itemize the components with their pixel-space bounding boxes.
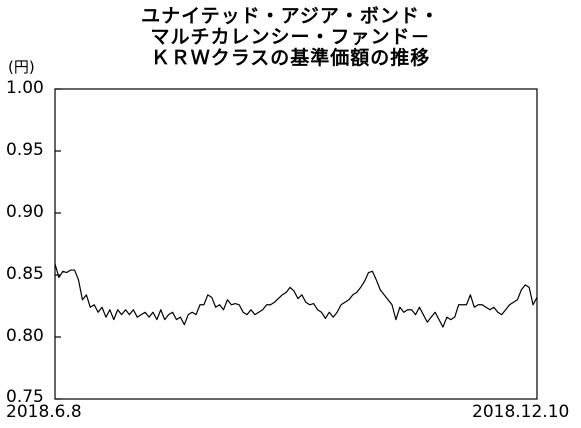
- series-line: [54, 263, 538, 328]
- y-tick-label-0.85: 0.85: [6, 264, 44, 284]
- y-tick-label-0.95: 0.95: [6, 140, 44, 160]
- chart-title-line-1: ユナイテッド・アジア・ボンド・: [141, 5, 440, 27]
- x-tick-label-start: 2018.6.8: [6, 402, 82, 422]
- chart-title-line-3: ＫＲＷクラスの基準価額の推移: [150, 47, 431, 69]
- chart-title: ユナイテッド・アジア・ボンド・ マルチカレンシー・ファンド－ ＫＲＷクラスの基準…: [0, 6, 581, 69]
- y-tick-label-1.00: 1.00: [6, 78, 44, 98]
- y-axis-unit-label: (円): [8, 58, 35, 76]
- x-tick-label-end: 2018.12.10: [472, 402, 570, 422]
- plot-frame: [54, 88, 538, 400]
- y-tick-label-0.75: 0.75: [6, 387, 44, 407]
- y-tick-label-0.90: 0.90: [6, 202, 44, 222]
- y-tick-label-0.80: 0.80: [6, 326, 44, 346]
- y-tick-marks: [55, 88, 61, 400]
- chart-title-line-2: マルチカレンシー・ファンド－: [150, 26, 431, 48]
